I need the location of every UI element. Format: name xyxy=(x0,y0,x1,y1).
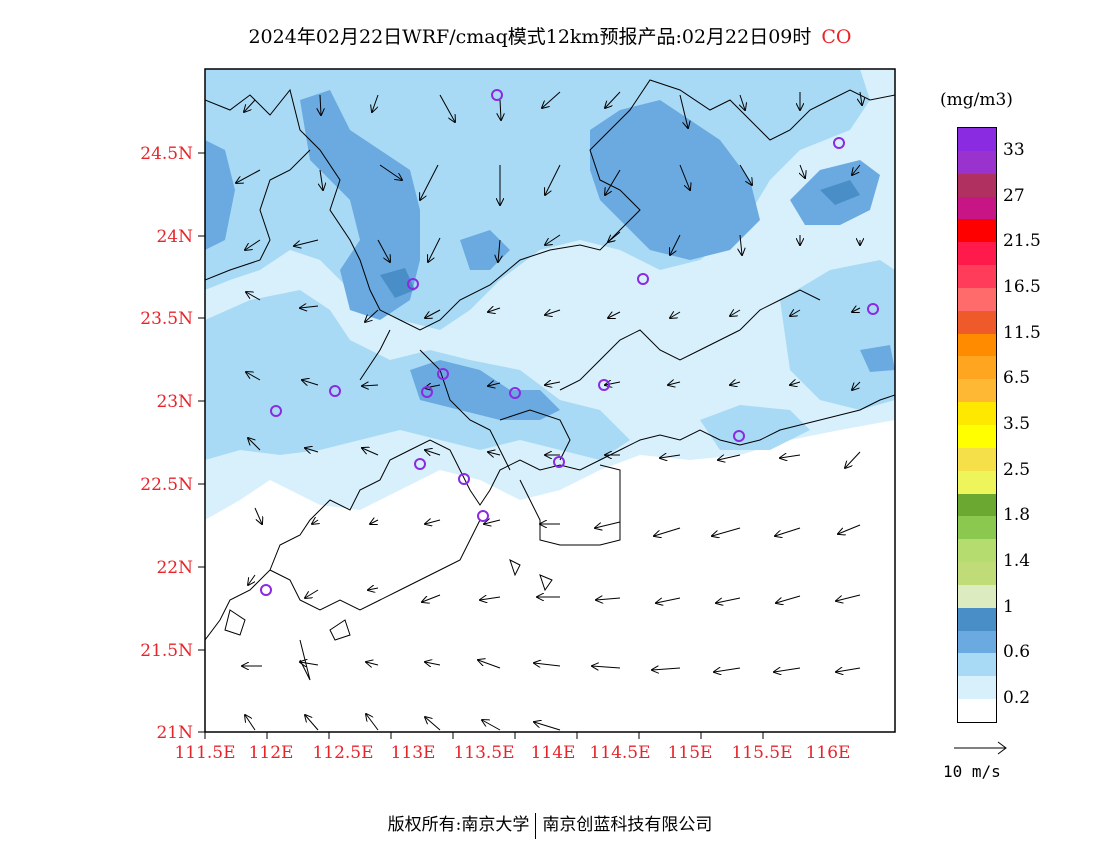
legend-label: 6.5 xyxy=(1003,368,1031,389)
legend-label: 16.5 xyxy=(1003,276,1041,297)
footer-separator xyxy=(535,812,537,839)
y-tick-label: 22N xyxy=(156,558,193,578)
legend-swatch xyxy=(958,402,996,426)
legend-swatch xyxy=(958,265,996,289)
legend-swatch xyxy=(958,630,996,654)
y-tick-label: 24.5N xyxy=(140,144,193,164)
x-tick-label: 115.5E xyxy=(731,743,792,763)
legend-swatch xyxy=(958,379,996,403)
legend-swatch xyxy=(958,584,996,609)
legend-swatch xyxy=(958,333,996,357)
footer-left: 版权所有:南京大学 xyxy=(387,815,530,835)
legend-swatch xyxy=(958,150,996,175)
y-tick-labels: 24.5N 24N 23.5N 23N 22.5N 22N 21.5N 21N xyxy=(140,144,193,743)
color-legend xyxy=(957,127,997,723)
legend-label: 3.5 xyxy=(1003,414,1031,434)
y-tick-label: 21N xyxy=(156,723,193,743)
legend-label: 0.2 xyxy=(1003,688,1031,709)
y-axis xyxy=(198,152,205,733)
legend-swatch xyxy=(958,653,996,677)
legend-swatch xyxy=(958,516,996,540)
legend-label: 1.4 xyxy=(1003,551,1031,572)
legend-label: 33 xyxy=(1003,139,1025,160)
legend-label: 0.6 xyxy=(1003,642,1031,663)
x-tick-label: 111.5E xyxy=(174,743,235,763)
legend-label: 1.8 xyxy=(1003,505,1031,526)
legend-label: 11.5 xyxy=(1003,322,1041,343)
legend-swatch xyxy=(958,447,996,472)
legend-swatch xyxy=(958,562,996,586)
y-tick-label: 23N xyxy=(156,392,193,412)
y-tick-label: 23.5N xyxy=(140,309,193,329)
x-tick-label: 114.5E xyxy=(589,743,650,763)
reference-vector-arrow xyxy=(954,741,1007,755)
legend-swatch xyxy=(958,676,996,700)
y-tick-label: 22.5N xyxy=(140,475,193,495)
legend-unit: (mg/m3) xyxy=(940,90,1013,110)
x-tick-label: 113.5E xyxy=(453,743,514,763)
legend-swatch xyxy=(958,607,996,632)
legend-swatch xyxy=(958,173,996,198)
legend-swatch xyxy=(958,196,996,220)
y-tick-label: 24N xyxy=(156,227,193,247)
legend-swatch xyxy=(958,470,996,495)
x-tick-label: 116E xyxy=(806,743,851,763)
chart-title: 2024年02月22日WRF/cmaq模式12km预报产品:02月22日09时 C… xyxy=(0,22,1100,49)
field-level-1-high xyxy=(380,268,415,298)
legend-swatch xyxy=(958,242,996,266)
legend-swatch xyxy=(958,287,996,312)
x-axis xyxy=(204,732,764,739)
legend-swatch xyxy=(958,539,996,563)
footer-right: 南京创蓝科技有限公司 xyxy=(542,815,713,835)
x-tick-label: 112.5E xyxy=(312,743,373,763)
station-markers xyxy=(260,89,879,596)
x-tick-labels: 111.5E 112E 112.5E 113E 113.5E 114E 114.… xyxy=(174,743,850,763)
legend-swatch xyxy=(958,219,996,243)
legend-swatch xyxy=(958,699,996,723)
x-tick-label: 115E xyxy=(668,743,713,763)
legend-swatch xyxy=(958,493,996,517)
x-tick-label: 113E xyxy=(391,743,436,763)
legend-label: 27 xyxy=(1003,185,1025,206)
legend-swatch xyxy=(958,310,996,335)
legend-label: 2.5 xyxy=(1003,459,1031,480)
coastline xyxy=(205,394,895,641)
legend-label: 1 xyxy=(1003,596,1014,617)
province-boundary xyxy=(205,79,895,331)
legend-swatch xyxy=(958,425,996,449)
legend-label: 21.5 xyxy=(1003,231,1041,252)
x-tick-label: 112E xyxy=(249,743,294,763)
title-main: 2024年02月22日WRF/cmaq模式12km预报产品:02月22日09时 xyxy=(248,26,812,48)
footer-copyright: 版权所有:南京大学 南京创蓝科技有限公司 xyxy=(0,810,1100,839)
y-tick-label: 21.5N xyxy=(140,641,193,661)
concentration-field xyxy=(205,69,895,732)
legend-swatch xyxy=(958,356,996,380)
x-tick-label: 114E xyxy=(531,743,576,763)
reference-vector-label: 10 m/s xyxy=(943,762,1001,781)
title-species: CO xyxy=(821,26,852,48)
legend-swatch xyxy=(958,128,996,152)
